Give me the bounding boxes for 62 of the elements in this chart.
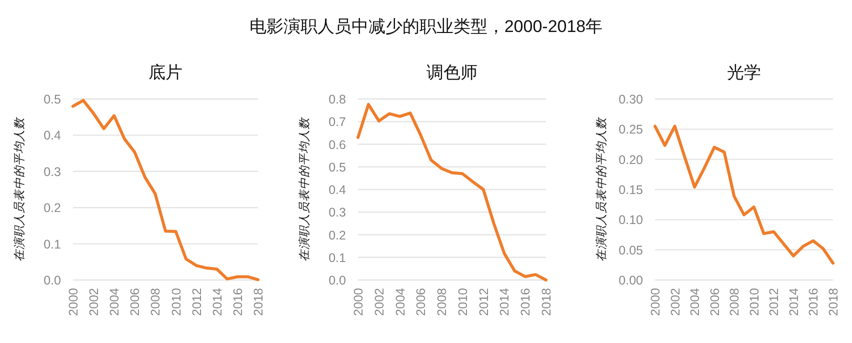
x-tick-label: 2014 — [498, 288, 512, 316]
line-series — [654, 124, 834, 265]
y-tick-label: 0.7 — [328, 115, 346, 130]
y-tick-label: 0.5 — [328, 160, 346, 174]
x-tick-label: 2016 — [518, 288, 533, 316]
x-tick-label: 2008 — [728, 288, 742, 316]
x-tick-label: 2018 — [540, 288, 554, 316]
y-tick-label: 0.4 — [44, 128, 62, 143]
line-series — [356, 102, 548, 282]
chart-title: 底片 — [148, 63, 182, 82]
y-axis-title: 在演职人员表中的平均人数 — [13, 116, 26, 262]
x-tick-label: 2012 — [767, 288, 782, 316]
x-tick-label: 2018 — [252, 288, 266, 316]
y-tick-label: 0.3 — [44, 164, 62, 179]
x-tick-label: 2002 — [372, 288, 386, 316]
y-tick-label: 0.1 — [328, 250, 346, 265]
x-tick-label: 2008 — [435, 288, 450, 316]
x-tick-label: 2014 — [786, 288, 801, 316]
y-tick-label: 0.10 — [618, 213, 644, 228]
x-tick-label: 2000 — [66, 288, 80, 316]
y-axis-title: 在演职人员表中的平均人数 — [298, 116, 311, 262]
x-tick-label: 2016 — [230, 288, 245, 316]
x-tick-label: 2002 — [87, 288, 102, 316]
y-tick-label: 0.05 — [618, 243, 644, 258]
x-tick-label: 2004 — [688, 288, 702, 316]
x-tick-label: 2000 — [352, 288, 366, 316]
y-tick-label: 0.1 — [44, 237, 62, 252]
y-tick-label: 0.6 — [328, 138, 346, 152]
x-tick-label: 2010 — [169, 288, 184, 316]
y-tick-label: 0.5 — [44, 92, 62, 106]
y-tick-label: 0.3 — [328, 206, 346, 220]
x-tick-label: 2018 — [826, 288, 840, 316]
y-tick-label: 0.2 — [44, 201, 62, 216]
y-tick-label: 0.8 — [328, 92, 346, 106]
x-tick-label: 2012 — [476, 288, 491, 316]
x-tick-label: 2008 — [148, 288, 163, 316]
y-tick-label: 0.00 — [618, 274, 644, 288]
y-axis-title: 在演职人员表中的平均人数 — [595, 116, 608, 262]
x-tick-label: 2006 — [128, 288, 142, 316]
y-tick-label: 0.0 — [328, 274, 346, 288]
y-tick-label: 0.4 — [328, 183, 346, 197]
x-tick-label: 2004 — [393, 288, 408, 316]
x-tick-label: 2002 — [668, 288, 682, 316]
y-tick-label: 0.30 — [618, 92, 644, 106]
y-tick-label: 0.25 — [618, 122, 644, 137]
chart-title: 光学 — [727, 63, 761, 82]
x-tick-label: 2010 — [456, 288, 470, 316]
y-tick-label: 0.20 — [618, 152, 644, 167]
x-tick-label: 2004 — [108, 288, 122, 316]
y-tick-label: 0.0 — [44, 274, 62, 288]
y-tick-label: 0.15 — [618, 183, 644, 197]
x-tick-label: 2000 — [648, 288, 662, 316]
line-series — [72, 98, 260, 282]
x-tick-label: 2006 — [708, 288, 722, 316]
x-tick-label: 2012 — [190, 288, 204, 316]
chart-title: 调色师 — [426, 63, 478, 82]
text: 电影演职人员中减少的职业类型，2000-2018年 — [249, 17, 603, 36]
x-tick-label: 2010 — [747, 288, 762, 316]
x-tick-label: 2016 — [806, 288, 821, 316]
y-tick-label: 0.2 — [328, 228, 346, 242]
x-tick-label: 2014 — [210, 288, 224, 316]
x-tick-label: 2006 — [414, 288, 428, 316]
